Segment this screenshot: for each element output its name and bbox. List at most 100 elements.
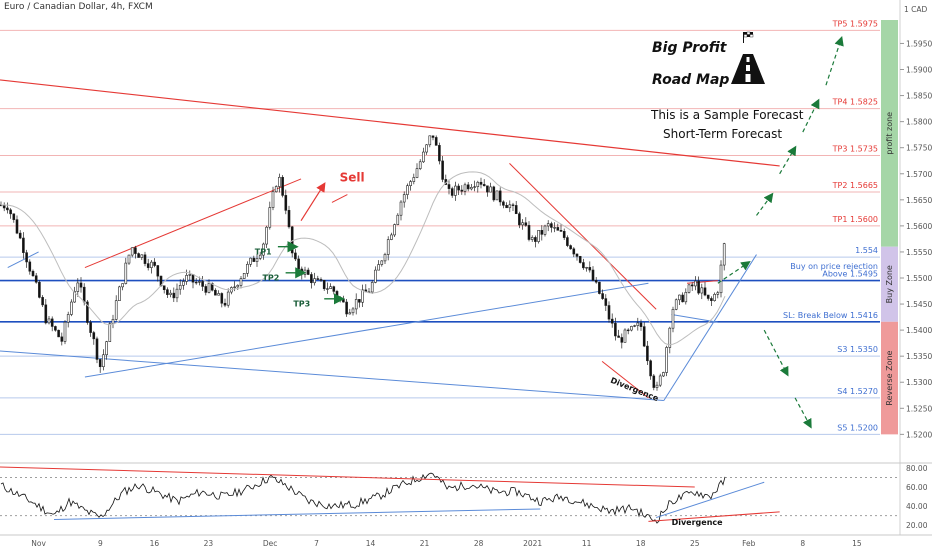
candle xyxy=(172,292,176,299)
time-tick-label: 21 xyxy=(420,539,430,548)
candle xyxy=(652,375,656,388)
candle xyxy=(239,278,243,286)
candle xyxy=(162,285,166,291)
time-tick-label: 8 xyxy=(800,539,805,548)
candle xyxy=(537,230,540,242)
candle xyxy=(348,312,352,315)
candle xyxy=(98,359,102,368)
candle xyxy=(383,254,387,262)
candle xyxy=(361,289,364,303)
level-label-s5: S5 1.5200 xyxy=(837,423,878,432)
candle xyxy=(66,314,70,323)
zone-label: profit zone xyxy=(885,112,894,155)
time-tick-label: 23 xyxy=(204,539,214,548)
candle xyxy=(556,227,560,231)
time-tick-label: 16 xyxy=(150,539,160,548)
trendline-support xyxy=(84,282,649,378)
candle xyxy=(454,185,457,196)
candle xyxy=(425,144,428,153)
trendline-resistance xyxy=(0,79,780,167)
candle xyxy=(466,184,470,190)
forecast-arrow-down xyxy=(794,397,812,429)
candle xyxy=(332,286,336,292)
candle xyxy=(214,289,217,296)
price-tick-label: 1.5300 xyxy=(906,378,932,387)
price-tick-label: 1.5650 xyxy=(906,196,932,205)
sample-forecast-label: This is a Sample Forecast xyxy=(651,108,804,122)
candle xyxy=(134,247,137,254)
rsi-trendline-divergence xyxy=(648,511,780,522)
candle xyxy=(274,186,278,193)
sell-arrow xyxy=(300,182,326,221)
candle xyxy=(428,135,432,146)
candle xyxy=(137,253,140,258)
candle xyxy=(319,279,323,281)
candle xyxy=(73,291,76,303)
candle xyxy=(217,293,220,296)
candle xyxy=(95,338,99,360)
candle xyxy=(396,214,400,225)
candle xyxy=(76,282,80,292)
moving-average-line xyxy=(1,171,726,346)
candle xyxy=(284,195,288,211)
candle xyxy=(278,176,281,187)
candle xyxy=(236,284,240,288)
forecast-arrow-up xyxy=(825,35,844,86)
candle xyxy=(345,301,348,315)
candle xyxy=(310,274,313,284)
candle xyxy=(226,291,230,306)
price-tick-label: 1.5800 xyxy=(906,118,932,127)
rsi-line xyxy=(0,472,726,524)
candle xyxy=(543,225,547,235)
candle xyxy=(642,326,646,347)
candle xyxy=(271,191,275,208)
level-label-s4: S4 1.5270 xyxy=(837,387,878,396)
candle xyxy=(150,261,153,268)
candle xyxy=(610,318,614,324)
rsi-tick-label: 20.00 xyxy=(906,521,928,530)
candle xyxy=(588,267,592,271)
candle xyxy=(6,207,9,211)
candle xyxy=(86,301,89,323)
candle xyxy=(508,204,512,209)
candle xyxy=(70,301,73,315)
candle xyxy=(665,347,668,373)
candle xyxy=(194,281,198,284)
candle xyxy=(335,291,339,298)
candle xyxy=(252,257,256,262)
candle xyxy=(511,204,515,206)
candle xyxy=(351,308,355,314)
candle xyxy=(633,325,636,327)
candle xyxy=(418,161,422,169)
candle xyxy=(268,207,272,228)
candle xyxy=(322,279,326,290)
candle xyxy=(188,274,192,276)
time-tick-label: 11 xyxy=(582,539,592,548)
time-tick-label: 7 xyxy=(314,539,319,548)
candle xyxy=(527,225,531,240)
candle xyxy=(60,336,64,342)
price-tick-label: 1.5500 xyxy=(906,274,932,283)
candle xyxy=(386,239,390,255)
candle xyxy=(502,201,505,206)
price-tick-label: 1.5950 xyxy=(906,39,932,48)
price-tick-label: 1.5700 xyxy=(906,170,932,179)
trendline-lower xyxy=(0,350,664,401)
candle xyxy=(594,280,598,283)
candle xyxy=(89,322,92,333)
currency-badge: 1 CAD xyxy=(904,5,928,14)
candle xyxy=(697,280,700,294)
candle xyxy=(623,329,627,343)
candle xyxy=(690,284,694,287)
candle xyxy=(118,286,121,301)
candle xyxy=(210,283,214,291)
candle xyxy=(655,384,659,388)
candle xyxy=(700,287,704,294)
candle xyxy=(377,264,380,271)
candle xyxy=(102,354,105,368)
zone-label: Reverse Zone xyxy=(885,350,894,405)
candle xyxy=(438,145,441,162)
candle xyxy=(185,275,188,282)
